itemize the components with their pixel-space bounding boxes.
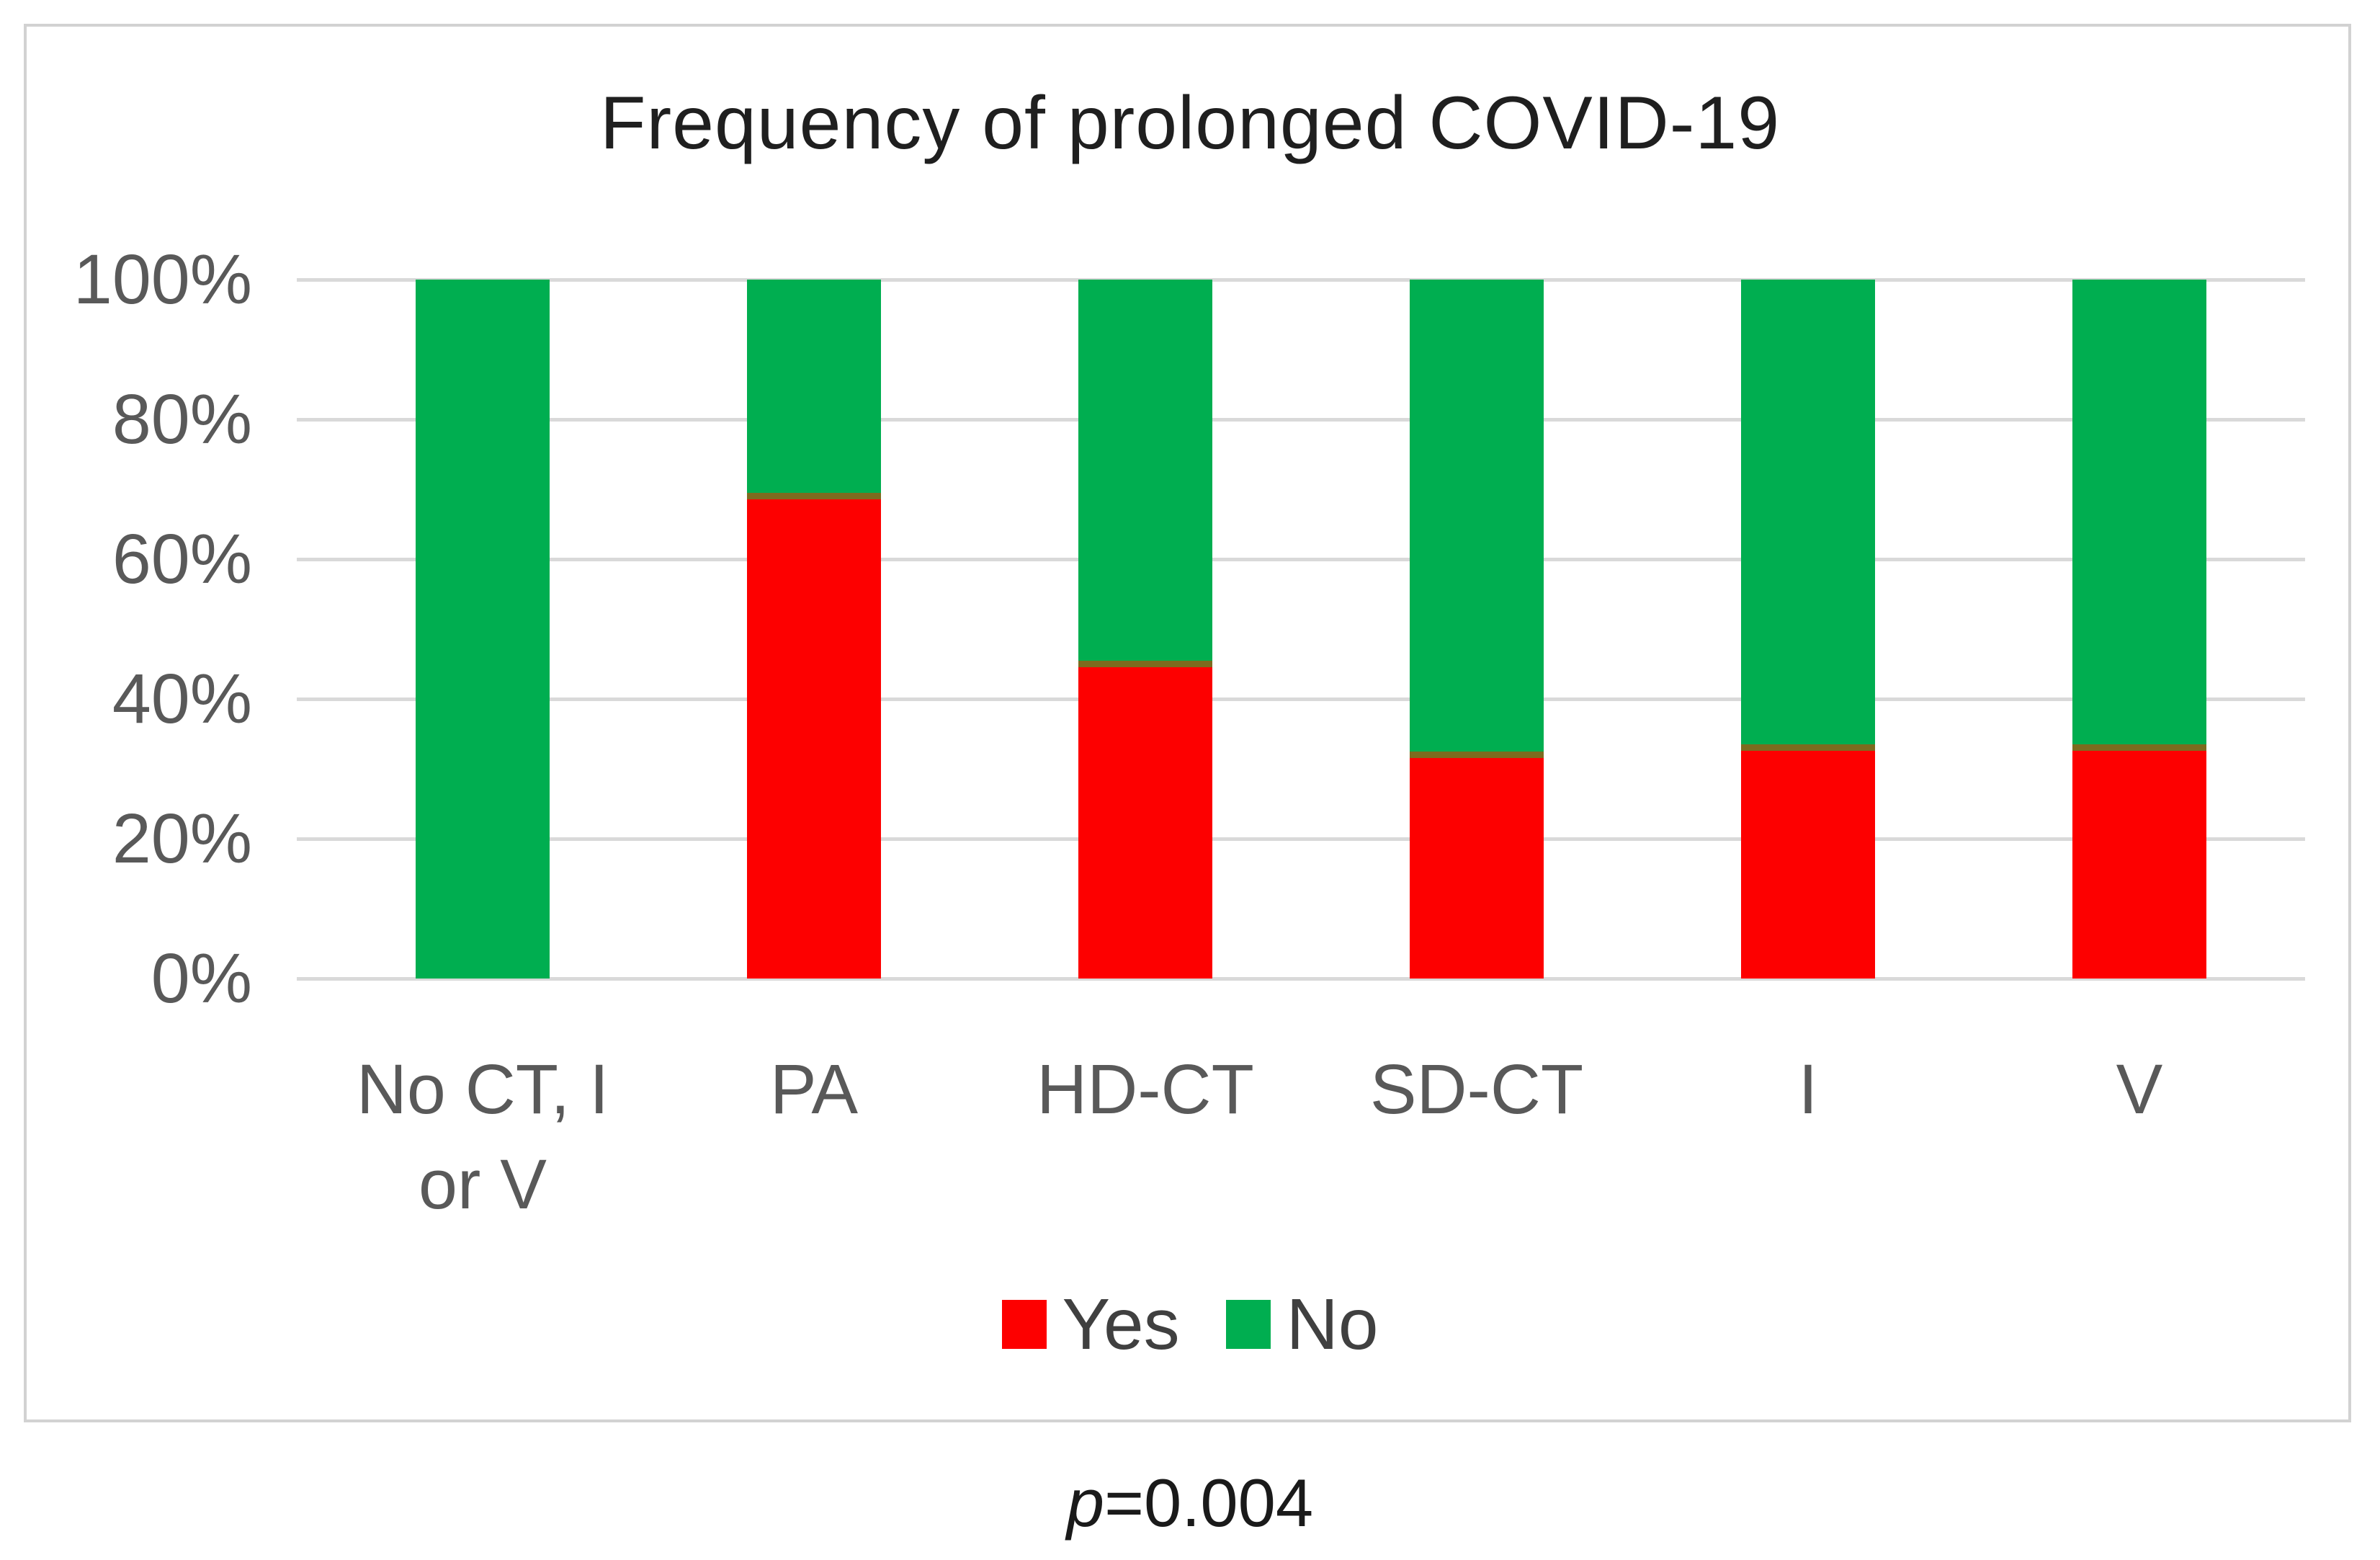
bar-segment-divider (747, 492, 881, 499)
category-label: SD-CT (1311, 1042, 1642, 1137)
bar-segment-no (2072, 280, 2206, 748)
bar-segment-divider (1078, 660, 1212, 667)
gridline-0% (297, 977, 2305, 981)
gridline-40% (297, 697, 2305, 701)
category-label: No CT, I or V (317, 1042, 648, 1232)
category-label: V (1974, 1042, 2305, 1137)
bar-segment-yes (1410, 754, 1544, 979)
bar-segment-yes (1741, 747, 1875, 979)
category-label: HD-CT (980, 1042, 1311, 1137)
bar-segment-divider (1741, 744, 1875, 751)
bar-segment-no (1410, 280, 1544, 755)
category-label-line: HD-CT (1037, 1050, 1254, 1128)
bar-pa (747, 280, 881, 979)
legend-swatch-yes (1001, 1300, 1047, 1349)
category-label-line: SD-CT (1369, 1050, 1584, 1128)
bar-hd-ct (1078, 280, 1212, 979)
gridline-20% (297, 837, 2305, 841)
legend-label: No (1286, 1284, 1379, 1365)
bar-segment-yes (1078, 664, 1212, 979)
category-label-line: PA (769, 1050, 859, 1128)
legend-label: Yes (1062, 1284, 1180, 1365)
bar-segment-yes (2072, 747, 2206, 979)
p-value-annotation: p=0.004 (0, 1464, 2380, 1542)
bar-segment-divider (1410, 751, 1544, 758)
bar-segment-no (1078, 280, 1212, 664)
gridline-80% (297, 418, 2305, 422)
gridline-60% (297, 558, 2305, 561)
p-symbol: p (1066, 1465, 1105, 1541)
y-axis-tick-label: 100% (73, 240, 252, 318)
y-axis-tick-labels: 100% 80% 60% 40% 20% 0% (29, 0, 252, 1560)
y-axis-tick-label: 40% (112, 659, 252, 738)
p-value-text: =0.004 (1104, 1465, 1314, 1541)
legend-item-yes: Yes (1001, 1284, 1180, 1365)
category-label: PA (648, 1042, 980, 1137)
y-axis-tick-label: 60% (112, 520, 252, 598)
y-axis-tick-label: 20% (112, 799, 252, 878)
category-label-line: V (2116, 1050, 2163, 1128)
legend-swatch-no (1225, 1300, 1271, 1349)
bar-segment-no (747, 280, 881, 496)
legend-item-no: No (1225, 1284, 1379, 1365)
bar-segment-yes (747, 496, 881, 979)
bar-segment-no (1741, 280, 1875, 748)
legend: Yes No (0, 1288, 2380, 1360)
y-axis-tick-label: 0% (151, 939, 252, 1017)
category-label: I (1642, 1042, 1974, 1137)
category-label-line: No CT, I (356, 1050, 609, 1128)
bar-i (1741, 280, 1875, 979)
y-axis-tick-label: 80% (112, 380, 252, 458)
bar-no-ct-i-or-v (416, 280, 550, 979)
category-label-line: I (1798, 1050, 1818, 1128)
bar-v (2072, 280, 2206, 979)
bar-segment-no (416, 280, 550, 979)
gridline-100% (297, 278, 2305, 282)
category-label-line: or V (419, 1145, 547, 1224)
bar-sd-ct (1410, 280, 1544, 979)
plot-area (297, 278, 2305, 981)
bar-segment-divider (2072, 744, 2206, 751)
chart-title: Frequency of prolonged COVID-19 (599, 81, 1781, 165)
